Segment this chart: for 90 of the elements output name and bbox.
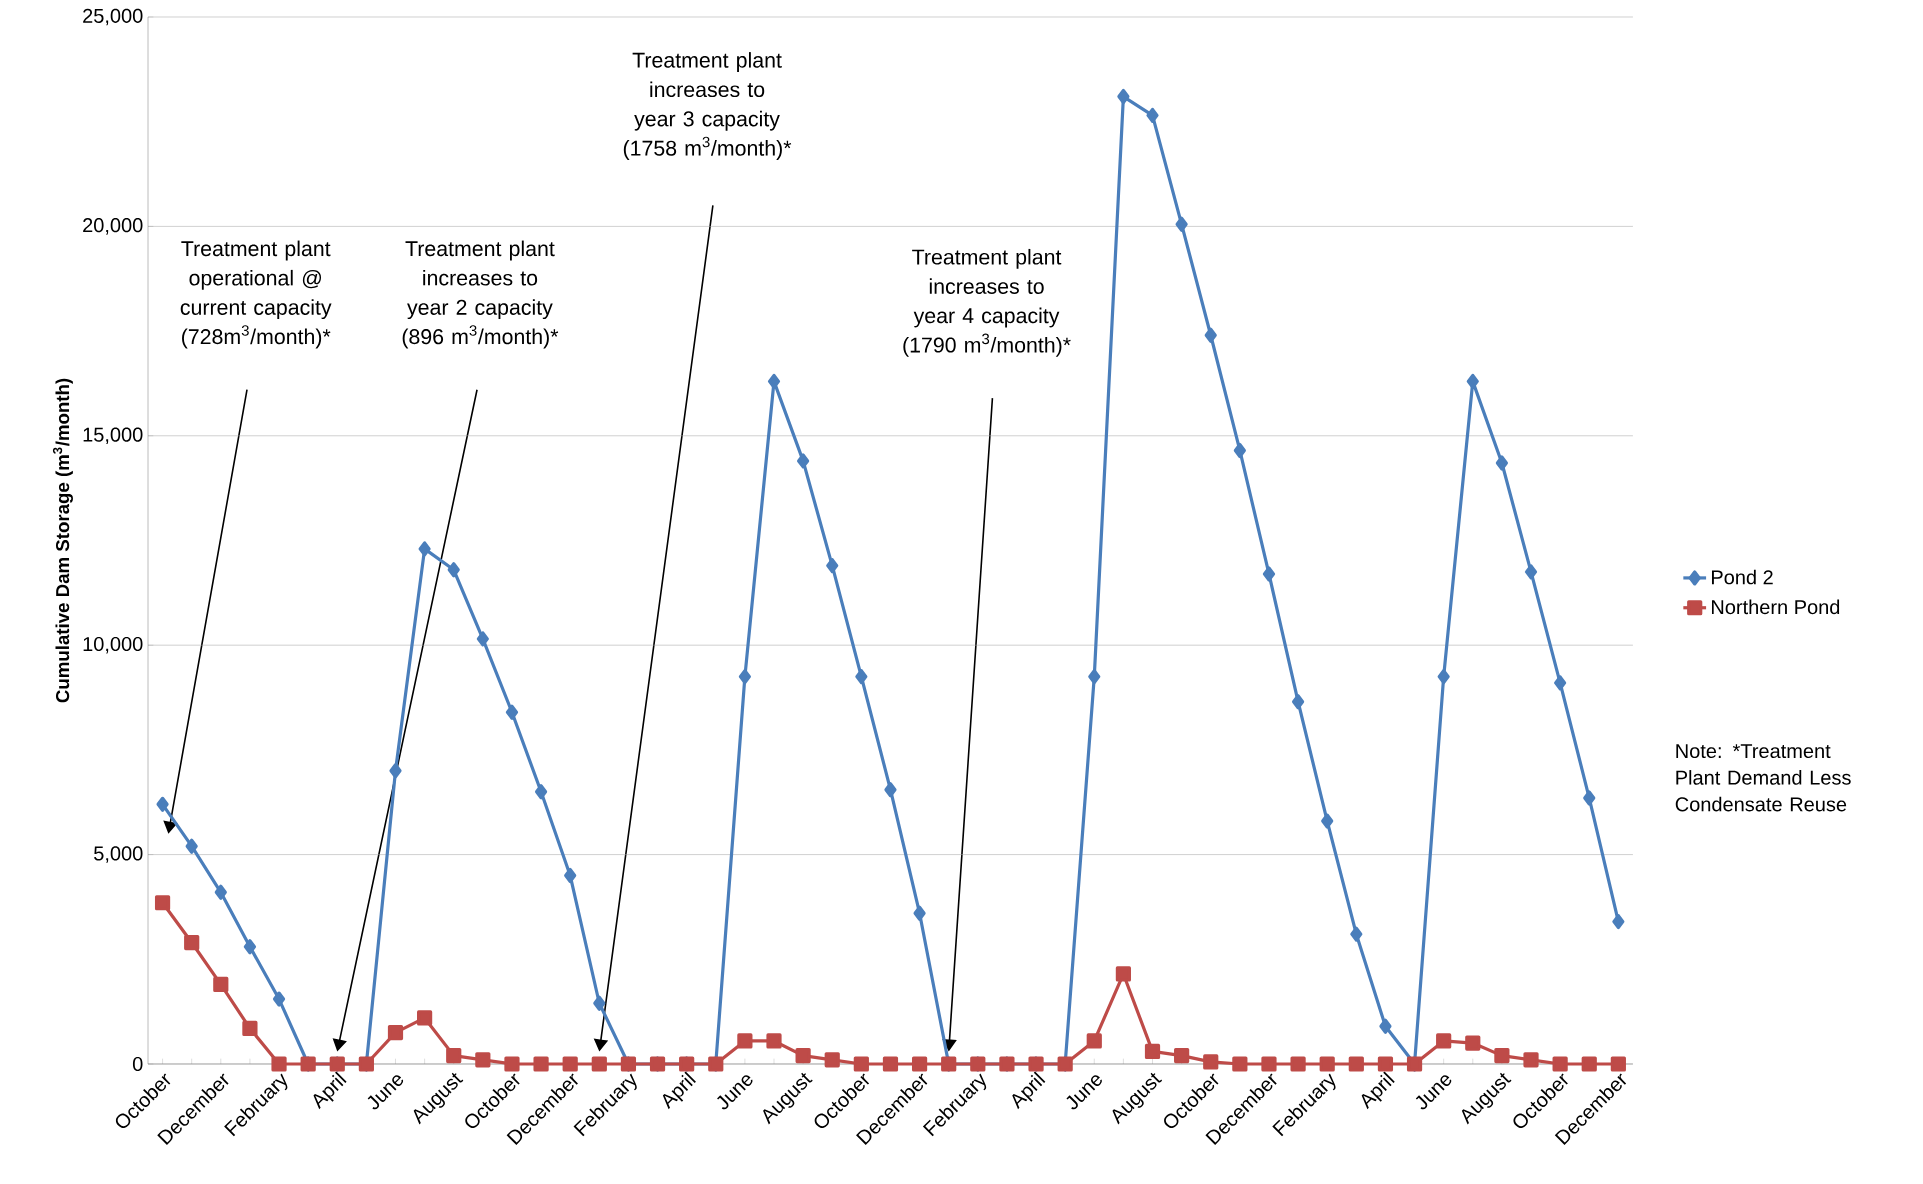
legend-label: Pond 2: [1711, 569, 1773, 585]
point: [1175, 216, 1188, 232]
point: [1146, 107, 1159, 124]
point: [1117, 88, 1130, 105]
point: [1086, 1033, 1102, 1049]
point: [185, 838, 198, 854]
point: [564, 867, 577, 884]
point: [1436, 1033, 1452, 1049]
point: [1088, 669, 1101, 685]
annotation: Treatment plant increases to year 3 capacity (1758 m$^{3}$/month)*: [623, 52, 792, 160]
point: [1204, 327, 1217, 343]
point: [476, 631, 489, 647]
point: [1261, 1056, 1277, 1072]
text: Note: *Treatment Plant Demand Less Condensate Reuse: [1675, 744, 1851, 812]
point: [1319, 1056, 1335, 1072]
point: [1174, 1048, 1190, 1064]
point: [1581, 1056, 1597, 1072]
point: [1495, 455, 1508, 471]
point: [797, 453, 810, 469]
annotation: Treatment plant increases to year 4 capacity (1790 m$^{3}$/month)*: [903, 248, 1071, 357]
point: [1552, 1056, 1568, 1072]
point: [271, 1056, 287, 1072]
point: [213, 976, 229, 993]
point: [1379, 1018, 1392, 1034]
point: [447, 562, 460, 578]
point: [184, 934, 200, 951]
point: [1610, 1056, 1626, 1072]
point: [417, 1010, 433, 1026]
point: [1291, 694, 1305, 710]
y-tick-label: 5,000: [94, 846, 143, 863]
point: [1437, 669, 1450, 685]
point: [272, 991, 286, 1007]
point: [1203, 1054, 1219, 1070]
point: [1115, 966, 1131, 982]
point: [884, 782, 897, 798]
point: [1290, 1056, 1306, 1072]
point: [1494, 1048, 1510, 1064]
point: [475, 1052, 491, 1068]
point: [1348, 1056, 1364, 1072]
point: [1262, 566, 1276, 582]
point: [1144, 1043, 1161, 1060]
point: [504, 1056, 520, 1072]
y-tick-label: 15,000: [83, 427, 143, 445]
point: [562, 1056, 578, 1072]
point: [1232, 1056, 1248, 1072]
point: [591, 1056, 607, 1072]
point: [737, 1033, 753, 1049]
point: [824, 1052, 840, 1068]
point: [1612, 913, 1625, 930]
point: [533, 1056, 549, 1072]
point: [766, 1033, 782, 1049]
point: [418, 541, 431, 557]
point: [214, 884, 227, 900]
point: [389, 763, 402, 779]
point: [1233, 442, 1246, 459]
point: [913, 905, 926, 921]
point: [243, 939, 257, 955]
point: [1377, 1056, 1394, 1072]
y-tick-label: 20,000: [83, 218, 143, 235]
point: [853, 1056, 869, 1072]
point: [1583, 790, 1596, 806]
point: [767, 373, 781, 389]
point: [242, 1020, 258, 1036]
point: [1524, 564, 1538, 580]
annotation: Treatment plant increases to year 2 capacity (896 m$^{3}$/month)*: [402, 240, 559, 349]
point: [387, 1024, 404, 1041]
annotation: Treatment plant operational @ current capacity (728m$^{3}$/month)*: [180, 240, 332, 349]
y-tick-label: 10,000: [83, 636, 143, 654]
point: [882, 1056, 899, 1072]
point: [1350, 926, 1363, 942]
y-tick-label: 0: [132, 1056, 143, 1072]
point: [534, 784, 548, 800]
point: [911, 1056, 928, 1072]
point: [738, 669, 751, 685]
point: [1466, 373, 1479, 389]
point: [154, 895, 171, 911]
point: [1554, 675, 1567, 691]
point: [1465, 1035, 1481, 1051]
point: [156, 796, 169, 812]
point: [593, 995, 606, 1011]
point: [826, 558, 839, 574]
y-axis-title: Cumulative Dam Storage (m$^{3}$/month): [52, 378, 73, 703]
legend-label: Northern Pond: [1711, 599, 1840, 615]
point: [1523, 1052, 1539, 1068]
point: [505, 704, 519, 720]
point: [855, 669, 868, 685]
point: [1321, 813, 1334, 829]
y-tick-label: 25,000: [83, 8, 143, 26]
point: [446, 1048, 462, 1064]
point: [795, 1048, 811, 1064]
